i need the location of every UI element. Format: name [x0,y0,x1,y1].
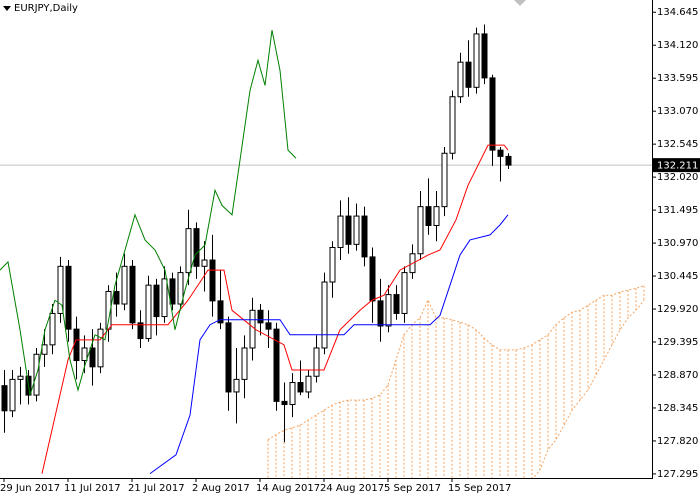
x-tick-label: 14 Aug 2017 [256,483,320,494]
candle-body [129,265,136,324]
candle-body [49,312,56,346]
candle-body [273,328,280,402]
axes: 134.645 134.120 133.595 133.070 132.545 132.0… [0,7,700,494]
candle-body [337,215,344,248]
symbol-menu-icon[interactable] [3,6,11,11]
y-tick-label: 132.020 [657,172,698,183]
plot-area [0,24,652,478]
x-tick-label: 11 Jul 2017 [64,483,121,494]
x-tick-label: 21 Jul 2017 [128,483,185,494]
candle-body [425,206,432,226]
candle-body [177,272,184,305]
candle-body [193,228,200,267]
candle-body [89,347,96,368]
candle-body [505,155,512,166]
candle-body [233,378,240,393]
x-tick-label: 5 Sep 2017 [384,483,441,494]
candle-body [345,215,352,245]
y-tick-label: 128.870 [657,370,698,381]
y-tick-label: 129.920 [657,304,698,315]
y-tick-label: 129.395 [657,337,698,348]
y-tick-label: 133.070 [657,106,698,117]
candle-body [281,400,288,406]
candle-body [441,152,448,208]
candle-body [41,344,48,355]
candle-body [9,378,16,412]
candle-body [1,385,8,412]
candle-body [473,33,480,88]
candle-body [465,61,472,88]
candle-body [169,278,176,305]
candle-body [377,300,384,327]
x-tick-label: 2 Aug 2017 [192,483,250,494]
candle-body [185,228,192,274]
candle-body [73,328,80,362]
y-tick-label: 133.595 [657,73,698,84]
candle-body [401,272,408,314]
candle-body [65,265,72,330]
candle-body [321,281,328,349]
candle-body [161,278,168,318]
candle-body [297,382,304,393]
y-tick-label: 132.545 [657,139,698,150]
x-tick-label: 24 Aug 2017 [320,483,384,494]
candle-body [217,300,224,324]
candle-body [361,215,368,258]
candle-body [393,294,400,314]
current-price-tag [653,158,700,173]
candle-body [17,375,24,380]
candle-body [417,206,424,255]
candle-body [209,259,216,302]
candle-body [121,265,128,305]
candle-body [313,347,320,377]
y-tick-label: 130.445 [657,271,698,282]
candle-body [137,322,144,340]
candle-body [433,206,440,226]
indicator-line [41,144,509,474]
indicator-line [0,30,297,396]
candle-body [489,77,496,151]
candle-body [225,322,232,393]
candle-body [201,259,208,267]
candle-body [249,309,256,349]
candle-body [81,347,88,362]
y-tick-label: 130.970 [657,238,698,249]
y-tick-label: 128.345 [657,403,698,414]
y-tick-label: 134.120 [657,40,698,51]
candle-body [385,294,392,327]
x-tick-label: 15 Sep 2017 [448,483,511,494]
candle-body [329,246,336,283]
x-tick-label: 29 Jun 2017 [0,483,60,494]
candle-body [257,309,264,324]
y-tick-label: 134.645 [657,7,698,18]
chart-title: EURJPY,Daily [14,3,78,14]
candle-body [305,375,312,393]
y-tick-label: 131.495 [657,205,698,216]
candle-body [353,215,360,245]
candle-body [497,149,504,157]
candle-body [265,322,272,330]
candle-body [457,61,464,98]
current-price-label: 132.211 [657,161,698,172]
y-tick-label: 127.820 [657,436,698,447]
candle-body [153,284,160,318]
candle-body [145,284,152,340]
candle-body [449,96,456,154]
candle-body [369,256,376,302]
indicator-line [149,214,509,475]
candle-body [97,328,104,368]
candle-body [481,33,488,79]
candle-body [289,382,296,406]
candle-body [57,265,64,314]
y-tick-label: 127.295 [657,469,698,480]
shift-marker[interactable] [514,0,526,6]
candle-body [113,290,120,305]
candle-body [241,347,248,380]
